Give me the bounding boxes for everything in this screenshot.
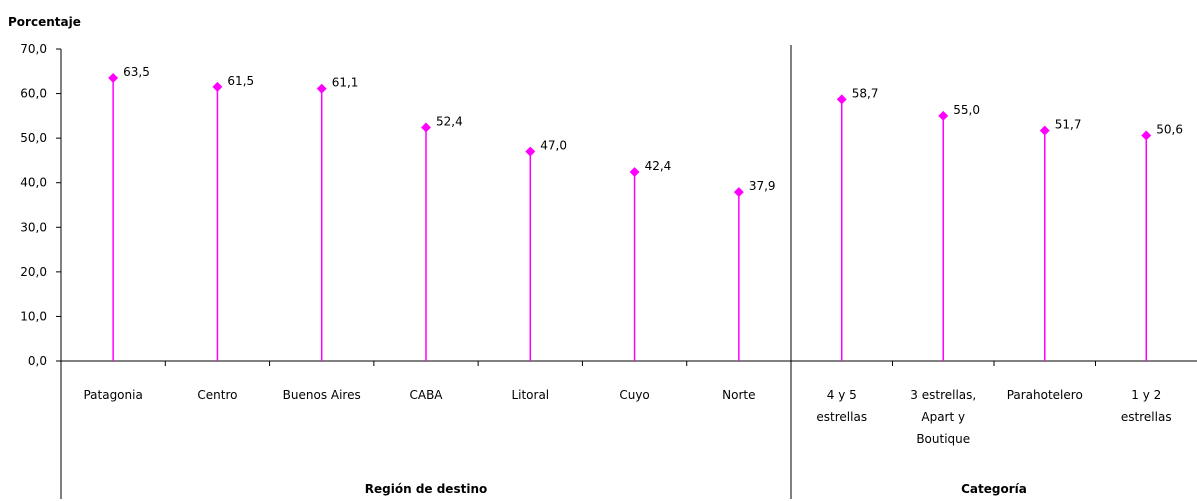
point-marker <box>212 81 223 92</box>
y-tick-label: 50,0 <box>20 131 47 145</box>
y-tick-labels: 0,0 10,0 20,0 30,0 40,0 50,0 60,0 70,0 <box>20 42 61 368</box>
y-tick-label: 60,0 <box>20 87 47 101</box>
category-label-line: Cuyo <box>619 388 649 402</box>
category-label: 1 y 2 estrellas <box>1121 388 1172 424</box>
point-marker <box>1141 130 1152 141</box>
category-label-line: 1 y 2 <box>1131 388 1161 402</box>
category-label: Centro <box>197 388 237 402</box>
data-label: 63,5 <box>123 65 150 79</box>
category-label-line: 3 estrellas, <box>910 388 976 402</box>
point-marker <box>938 110 949 121</box>
data-label: 50,6 <box>1156 122 1183 136</box>
y-tick-label: 20,0 <box>20 265 47 279</box>
axes <box>60 45 1197 499</box>
y-tick-label: 0,0 <box>28 354 47 368</box>
category-label-line: Apart y <box>921 410 965 424</box>
data-label: 47,0 <box>540 139 567 153</box>
stems <box>112 77 1147 361</box>
category-label-line: Centro <box>197 388 237 402</box>
y-tick-label: 70,0 <box>20 42 47 56</box>
category-label-line: estrellas <box>1121 410 1172 424</box>
point-marker <box>733 187 744 198</box>
category-label-line: Parahotelero <box>1007 388 1083 402</box>
group-labels: Región de destino Categoría <box>365 482 1027 496</box>
category-label: Norte <box>722 388 755 402</box>
data-label: 58,7 <box>852 86 879 100</box>
data-label: 61,1 <box>332 76 359 90</box>
group-label: Región de destino <box>365 482 487 496</box>
category-label-line: Norte <box>722 388 755 402</box>
category-label: CABA <box>409 388 443 402</box>
category-label-line: CABA <box>409 388 443 402</box>
category-label-line: Buenos Aires <box>283 388 361 402</box>
data-labels: 63,5 61,5 61,1 52,4 47,0 42,4 37,9 58,7 55,0 51,7… <box>123 65 1183 193</box>
group-label: Categoría <box>961 482 1027 496</box>
y-tick-label: 40,0 <box>20 176 47 190</box>
category-label-line: Boutique <box>916 432 970 446</box>
category-label-line: 4 y 5 <box>827 388 857 402</box>
data-label: 51,7 <box>1055 118 1082 132</box>
point-marker <box>629 167 640 177</box>
category-label-line: estrellas <box>816 410 867 424</box>
point-marker <box>1039 125 1050 136</box>
category-label: Buenos Aires <box>283 388 361 402</box>
category-label-line: Patagonia <box>83 388 142 402</box>
point-marker <box>108 73 119 83</box>
category-label: 4 y 5 estrellas <box>816 388 867 424</box>
y-tick-label: 30,0 <box>20 220 47 234</box>
point-marker <box>421 122 431 133</box>
y-axis-title: Porcentaje <box>8 15 81 29</box>
y-tick-label: 10,0 <box>20 309 47 323</box>
data-label: 61,5 <box>227 74 254 88</box>
category-label: Cuyo <box>619 388 649 402</box>
data-label: 37,9 <box>749 179 776 193</box>
markers <box>108 73 1152 198</box>
category-label: Litoral <box>511 388 549 402</box>
category-label-line: Litoral <box>511 388 549 402</box>
data-label: 55,0 <box>953 103 980 117</box>
category-labels: Patagonia Centro Buenos Aires CABA Litoral Cu… <box>83 388 1171 446</box>
category-label: Patagonia <box>83 388 142 402</box>
point-marker <box>525 146 536 157</box>
category-label: Parahotelero <box>1007 388 1083 402</box>
data-label: 42,4 <box>645 159 672 173</box>
category-label: 3 estrellas, Apart y Boutique <box>910 388 976 446</box>
data-label: 52,4 <box>436 114 463 128</box>
point-marker <box>836 94 847 105</box>
point-marker <box>316 83 327 94</box>
